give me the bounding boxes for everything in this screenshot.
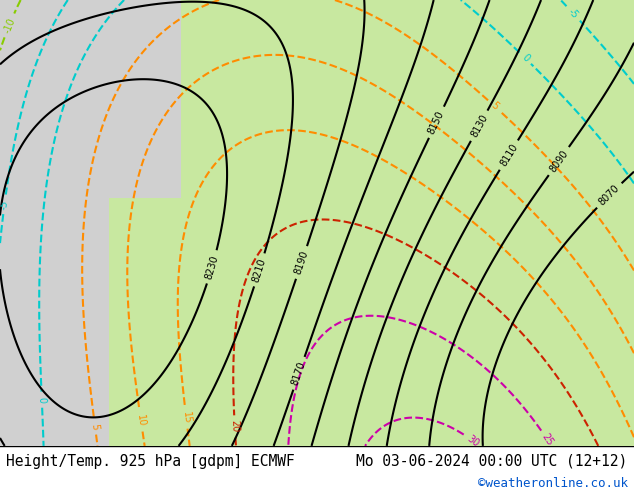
- Text: 25: 25: [540, 432, 555, 448]
- Text: 15: 15: [181, 411, 192, 424]
- Text: ©weatheronline.co.uk: ©weatheronline.co.uk: [477, 477, 628, 490]
- Text: 0: 0: [37, 396, 47, 403]
- Text: 5: 5: [488, 100, 500, 112]
- Text: 5: 5: [89, 423, 100, 430]
- Text: -10: -10: [2, 16, 16, 34]
- Text: 8190: 8190: [293, 249, 310, 276]
- Text: 8110: 8110: [498, 142, 519, 168]
- Text: Mo 03-06-2024 00:00 UTC (12+12): Mo 03-06-2024 00:00 UTC (12+12): [356, 454, 628, 469]
- Text: -5: -5: [566, 6, 580, 21]
- Text: 30: 30: [465, 433, 481, 449]
- Text: 8230: 8230: [204, 254, 220, 280]
- Text: 20: 20: [230, 420, 240, 433]
- Bar: [0, 0, 181, 198]
- Text: 8070: 8070: [597, 183, 621, 208]
- Text: -5: -5: [0, 199, 10, 210]
- Text: 8170: 8170: [290, 360, 307, 387]
- Text: 8150: 8150: [427, 109, 446, 136]
- Text: Height/Temp. 925 hPa [gdpm] ECMWF: Height/Temp. 925 hPa [gdpm] ECMWF: [6, 454, 295, 469]
- Text: 0: 0: [519, 52, 531, 64]
- Text: 8130: 8130: [469, 113, 489, 139]
- Bar: [0, 169, 108, 446]
- Text: 10: 10: [135, 414, 147, 427]
- Text: 8210: 8210: [251, 257, 268, 283]
- Text: 8090: 8090: [548, 148, 570, 174]
